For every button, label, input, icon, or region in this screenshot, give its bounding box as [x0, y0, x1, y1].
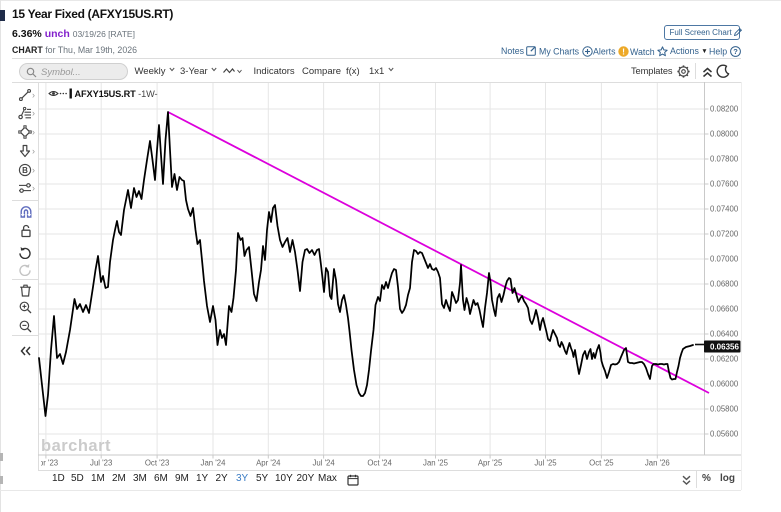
svg-text:Jul '23: Jul '23 — [90, 459, 112, 468]
svg-text:?: ? — [733, 47, 738, 56]
svg-text:0.07400: 0.07400 — [710, 205, 739, 214]
svg-text:Oct '25: Oct '25 — [589, 459, 614, 468]
svg-text:B: B — [22, 166, 28, 175]
svg-text:0.08000: 0.08000 — [710, 130, 739, 139]
svg-text:Apr '23: Apr '23 — [34, 459, 58, 468]
svg-text:0.06356: 0.06356 — [710, 343, 739, 352]
svg-text:0.05600: 0.05600 — [710, 430, 739, 439]
svg-text:Jan '25: Jan '25 — [423, 459, 449, 468]
svg-text:Oct '24: Oct '24 — [367, 459, 392, 468]
svg-text:!: ! — [622, 46, 625, 56]
svg-text:barchart: barchart — [41, 437, 111, 455]
svg-text:0.06200: 0.06200 — [710, 355, 739, 364]
svg-text:0.08200: 0.08200 — [710, 105, 739, 114]
svg-text:0.07800: 0.07800 — [710, 155, 739, 164]
svg-text:AFXY15US.RT -1W-: AFXY15US.RT -1W- — [75, 89, 158, 99]
svg-text:0.07000: 0.07000 — [710, 255, 739, 264]
svg-text:0.07600: 0.07600 — [710, 180, 739, 189]
svg-text:0.06400: 0.06400 — [710, 330, 739, 339]
svg-text:0.05800: 0.05800 — [710, 405, 739, 414]
svg-text:0.06000: 0.06000 — [710, 380, 739, 389]
svg-text:Oct '23: Oct '23 — [145, 459, 169, 468]
svg-text:Jul '24: Jul '24 — [312, 459, 335, 468]
svg-text:Apr '25: Apr '25 — [478, 459, 503, 468]
svg-text:Jul '25: Jul '25 — [534, 459, 557, 468]
svg-text:0.06600: 0.06600 — [710, 305, 739, 314]
svg-text:0.06800: 0.06800 — [710, 280, 739, 289]
svg-text:Jan '26: Jan '26 — [645, 459, 670, 468]
svg-text:Apr '24: Apr '24 — [256, 459, 281, 468]
svg-text:0.07200: 0.07200 — [710, 230, 739, 239]
svg-text:Jan '24: Jan '24 — [201, 459, 227, 468]
